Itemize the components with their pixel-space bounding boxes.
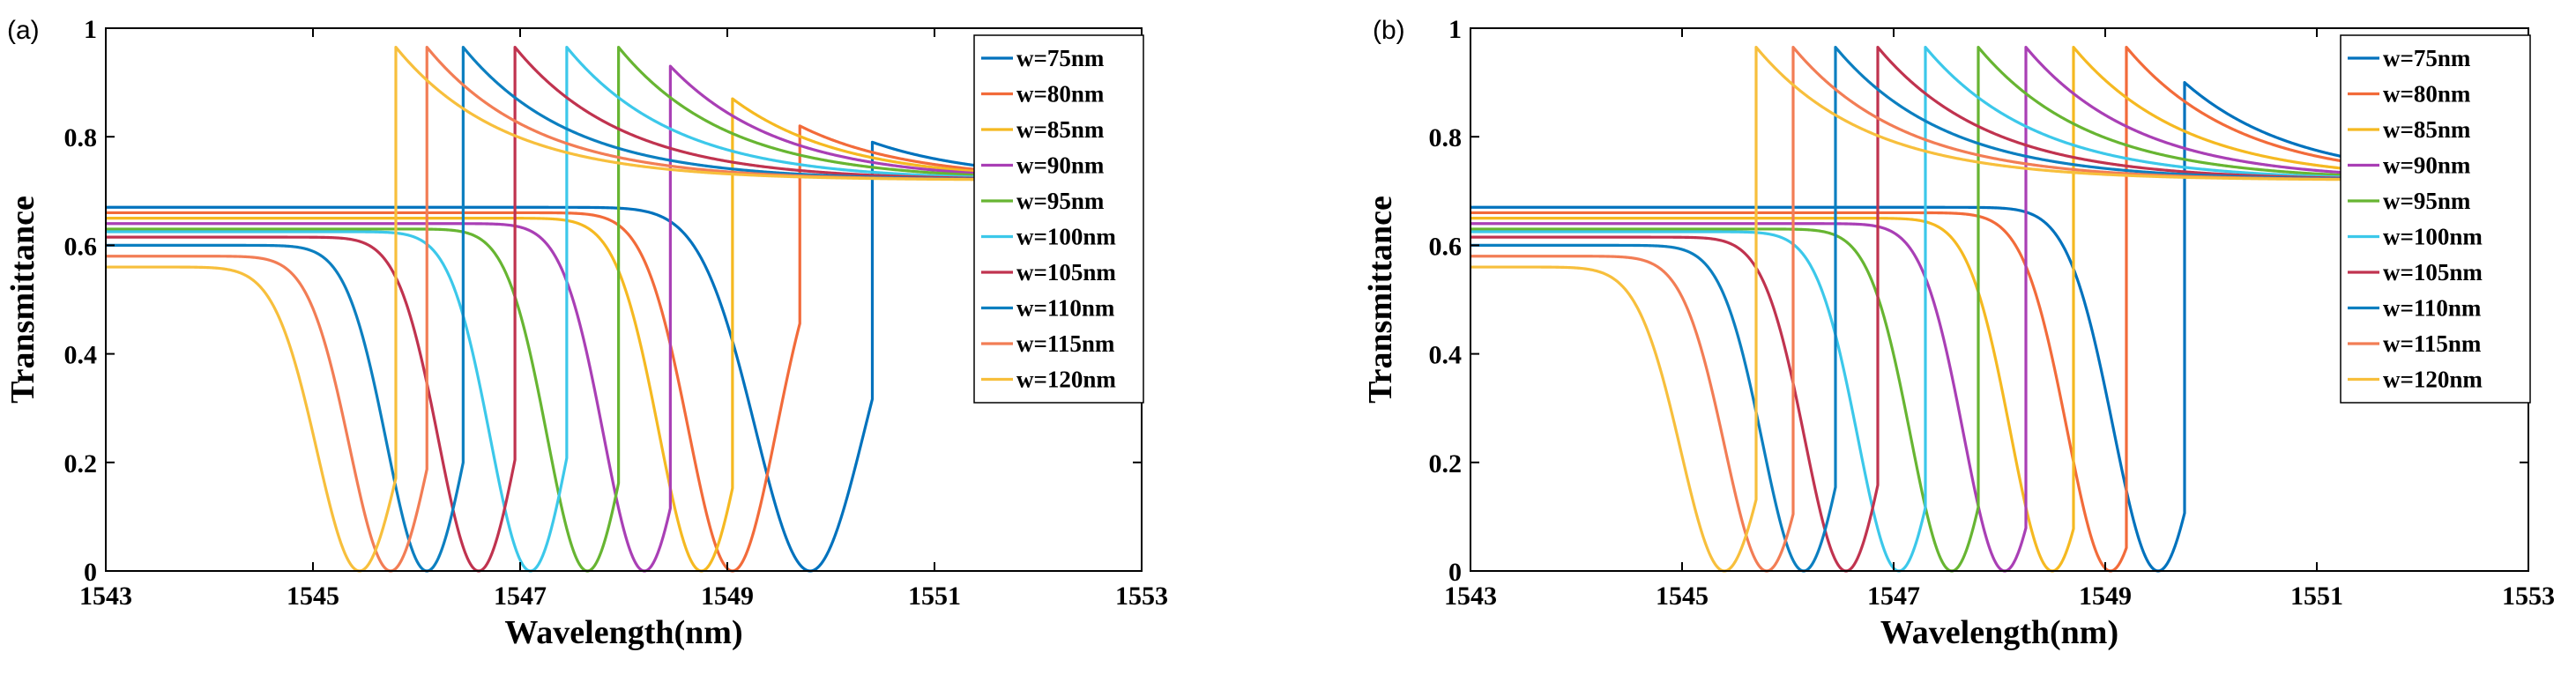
y-tick-label: 0.8 bbox=[1429, 123, 1463, 152]
x-tick-label: 1543 bbox=[1444, 582, 1497, 611]
x-tick-label: 1545 bbox=[287, 582, 339, 611]
legend-box bbox=[2340, 34, 2531, 404]
chart-panel-0: (a) 1543 1545 1547 1549 1551 1553 0 0.2 0.4 0.6 0.8… bbox=[4, 15, 1168, 651]
legend-box bbox=[973, 34, 1144, 404]
legend-label: w=80nm bbox=[2383, 81, 2471, 107]
legend-label: w=105nm bbox=[2383, 259, 2483, 285]
series-group bbox=[106, 45, 1142, 573]
x-axis-title: Wavelength(nm) bbox=[504, 614, 742, 651]
chart-panel-1: (b) 1543 1545 1547 1549 1551 1553 0 0.2 0.4 0.6 0.8… bbox=[1362, 15, 2555, 651]
legend-label: w=120nm bbox=[2383, 367, 2483, 393]
legend-label: w=75nm bbox=[1016, 45, 1105, 71]
legend-label: w=100nm bbox=[1016, 224, 1116, 250]
legend-label: w=95nm bbox=[2383, 188, 2471, 214]
series-line-w85nm bbox=[106, 97, 1142, 573]
y-tick-label: 0.6 bbox=[1429, 232, 1463, 261]
x-tick-label: 1551 bbox=[908, 582, 961, 611]
x-tick-label: 1543 bbox=[79, 582, 132, 611]
series-line-w75nm bbox=[106, 140, 1142, 573]
y-axis-title: Transmittance bbox=[1362, 196, 1399, 404]
legend-label: w=115nm bbox=[2383, 330, 2482, 357]
legend-label: w=110nm bbox=[2383, 295, 2482, 322]
y-tick-label: 0.4 bbox=[1429, 341, 1463, 370]
legend-label: w=80nm bbox=[1016, 81, 1105, 107]
legend-label: w=95nm bbox=[1016, 188, 1105, 214]
series-line-w80nm bbox=[106, 124, 1142, 573]
y-tick-label: 0.8 bbox=[64, 123, 98, 152]
x-axis-title: Wavelength(nm) bbox=[1880, 614, 2118, 651]
panel-label: (a) bbox=[7, 16, 40, 45]
x-tick-label: 1553 bbox=[1115, 582, 1168, 611]
x-tick-label: 1551 bbox=[2290, 582, 2343, 611]
y-tick-label: 0 bbox=[84, 558, 97, 587]
legend-label: w=100nm bbox=[2383, 224, 2483, 250]
legend-label: w=115nm bbox=[1016, 330, 1115, 357]
x-tick-label: 1547 bbox=[494, 582, 547, 611]
legend-label: w=90nm bbox=[2383, 152, 2471, 179]
legend-label: w=85nm bbox=[2383, 116, 2471, 143]
legend-label: w=85nm bbox=[1016, 116, 1105, 143]
legend-label: w=110nm bbox=[1016, 295, 1115, 322]
x-tick-label: 1549 bbox=[2079, 582, 2132, 611]
x-tick-label: 1549 bbox=[701, 582, 754, 611]
series-line-w95nm bbox=[106, 45, 1142, 573]
y-tick-label: 0.6 bbox=[64, 232, 98, 261]
x-tick-label: 1547 bbox=[1867, 582, 1920, 611]
x-tick-label: 1545 bbox=[1656, 582, 1709, 611]
y-tick-label: 0.2 bbox=[1429, 449, 1463, 478]
panel-label: (b) bbox=[1373, 16, 1405, 45]
y-tick-label: 0.4 bbox=[64, 341, 98, 370]
series-line-w90nm bbox=[106, 64, 1142, 573]
legend-label: w=120nm bbox=[1016, 367, 1116, 393]
y-tick-label: 0.2 bbox=[64, 449, 98, 478]
y-axis-title: Transmittance bbox=[4, 196, 41, 404]
legend-label: w=75nm bbox=[2383, 45, 2471, 71]
x-tick-label: 1553 bbox=[2502, 582, 2555, 611]
series-line-w120nm bbox=[106, 45, 1142, 573]
y-tick-label: 1 bbox=[84, 15, 97, 44]
legend-label: w=90nm bbox=[1016, 152, 1105, 179]
legend-label: w=105nm bbox=[1016, 259, 1116, 285]
y-tick-label: 0 bbox=[1448, 558, 1462, 587]
legend: w=75nm w=80nm w=85nm w=90nm w=95nm w=100nm w=1… bbox=[973, 34, 1144, 404]
legend: w=75nm w=80nm w=85nm w=90nm w=95nm w=100nm w=1… bbox=[2340, 34, 2531, 404]
y-tick-label: 1 bbox=[1448, 15, 1462, 44]
